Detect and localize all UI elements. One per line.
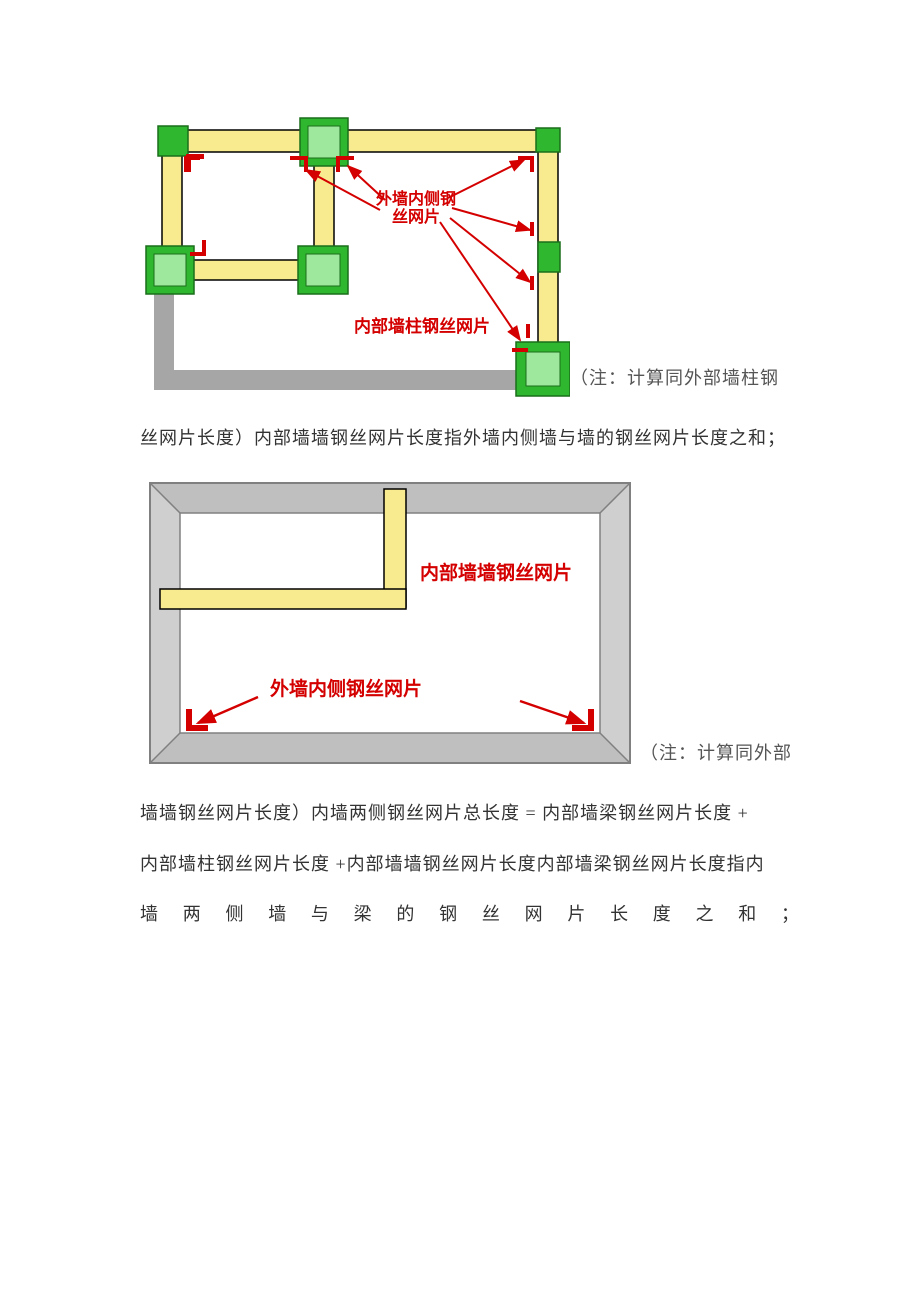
paragraph-2c: 墙两侧墙与梁的钢丝网片长度之和； [140,889,800,939]
diagram1-label-outer-line2: 丝网片 [392,207,440,226]
paragraph-2a: 墙墙钢丝网片长度）内墙两侧钢丝网片总长度 = 内部墙梁钢丝网片长度 + [140,788,800,838]
diagram1-caption: （注：计算同外部墙柱钢 [570,353,779,403]
diagram1-label-outer-line1: 外墙内侧钢 [375,189,456,208]
diagram-1: 外墙内侧钢 丝网片 内部墙柱钢丝网片 [140,110,570,403]
diagram1-label-inner: 内部墙柱钢丝网片 [354,316,490,336]
diagram2-caption: （注：计算同外部 [640,728,792,778]
diagram-2: 内部墙墙钢丝网片 外墙内侧钢丝网片 [140,473,640,778]
paragraph-2b: 内部墙柱钢丝网片长度 +内部墙墙钢丝网片长度内部墙梁钢丝网片长度指内 [140,839,800,889]
diagram2-label-outer: 外墙内侧钢丝网片 [270,677,422,700]
diagram2-label-inner: 内部墙墙钢丝网片 [420,561,572,584]
paragraph-1: 丝网片长度）内部墙墙钢丝网片长度指外墙内侧墙与墙的钢丝网片长度之和； [140,413,800,463]
